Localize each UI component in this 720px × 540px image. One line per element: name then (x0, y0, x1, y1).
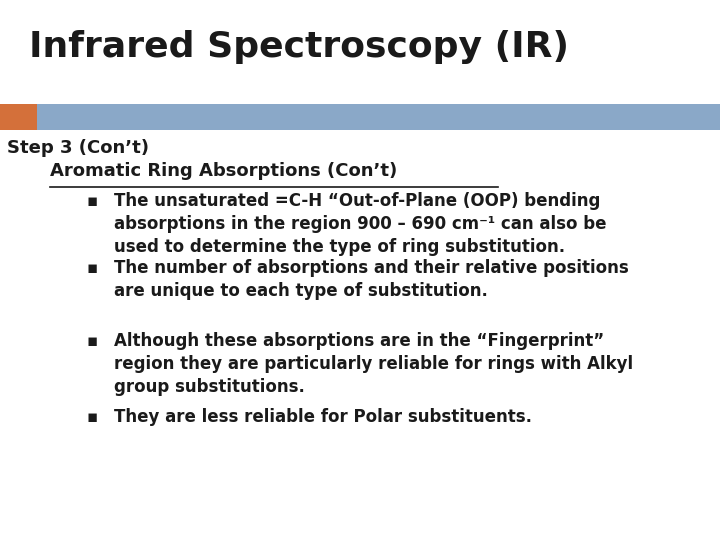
Text: Infrared Spectroscopy (IR): Infrared Spectroscopy (IR) (29, 30, 569, 64)
Text: Step 3 (Con’t): Step 3 (Con’t) (7, 139, 149, 157)
Text: The number of absorptions and their relative positions
are unique to each type o: The number of absorptions and their rela… (114, 259, 629, 300)
Text: ▪: ▪ (86, 192, 98, 210)
Text: ▪: ▪ (86, 332, 98, 350)
Text: ▪: ▪ (86, 408, 98, 426)
FancyBboxPatch shape (37, 104, 720, 130)
Text: ▪: ▪ (86, 259, 98, 277)
FancyBboxPatch shape (0, 104, 37, 130)
Text: The unsaturated =C-H “Out-of-Plane (OOP) bending
absorptions in the region 900 –: The unsaturated =C-H “Out-of-Plane (OOP)… (114, 192, 606, 255)
Text: Although these absorptions are in the “Fingerprint”
region they are particularly: Although these absorptions are in the “F… (114, 332, 633, 396)
Text: Aromatic Ring Absorptions (Con’t): Aromatic Ring Absorptions (Con’t) (50, 162, 397, 180)
Text: They are less reliable for Polar substituents.: They are less reliable for Polar substit… (114, 408, 532, 426)
